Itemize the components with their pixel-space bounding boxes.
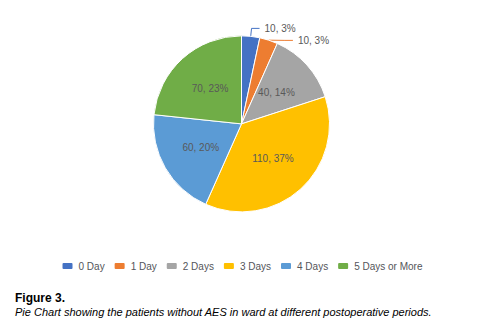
svg-text:Figure 3.: Figure 3. <box>15 291 65 305</box>
svg-text:10, 3%: 10, 3% <box>265 23 296 34</box>
svg-text:110, 37%: 110, 37% <box>252 153 294 164</box>
svg-text:1 Day: 1 Day <box>131 261 157 272</box>
svg-text:0 Day: 0 Day <box>79 261 105 272</box>
svg-text:3 Days: 3 Days <box>240 261 271 272</box>
svg-text:5 Days or More: 5 Days or More <box>354 261 423 272</box>
svg-text:40, 14%: 40, 14% <box>258 87 295 98</box>
svg-text:70, 23%: 70, 23% <box>192 83 229 94</box>
svg-text:60, 20%: 60, 20% <box>182 142 219 153</box>
svg-text:2 Days: 2 Days <box>183 261 214 272</box>
svg-text:4 Days: 4 Days <box>297 261 328 272</box>
svg-text:10, 3%: 10, 3% <box>298 35 329 46</box>
svg-text:Pie Chart showing the patients: Pie Chart showing the patients without A… <box>15 306 432 318</box>
